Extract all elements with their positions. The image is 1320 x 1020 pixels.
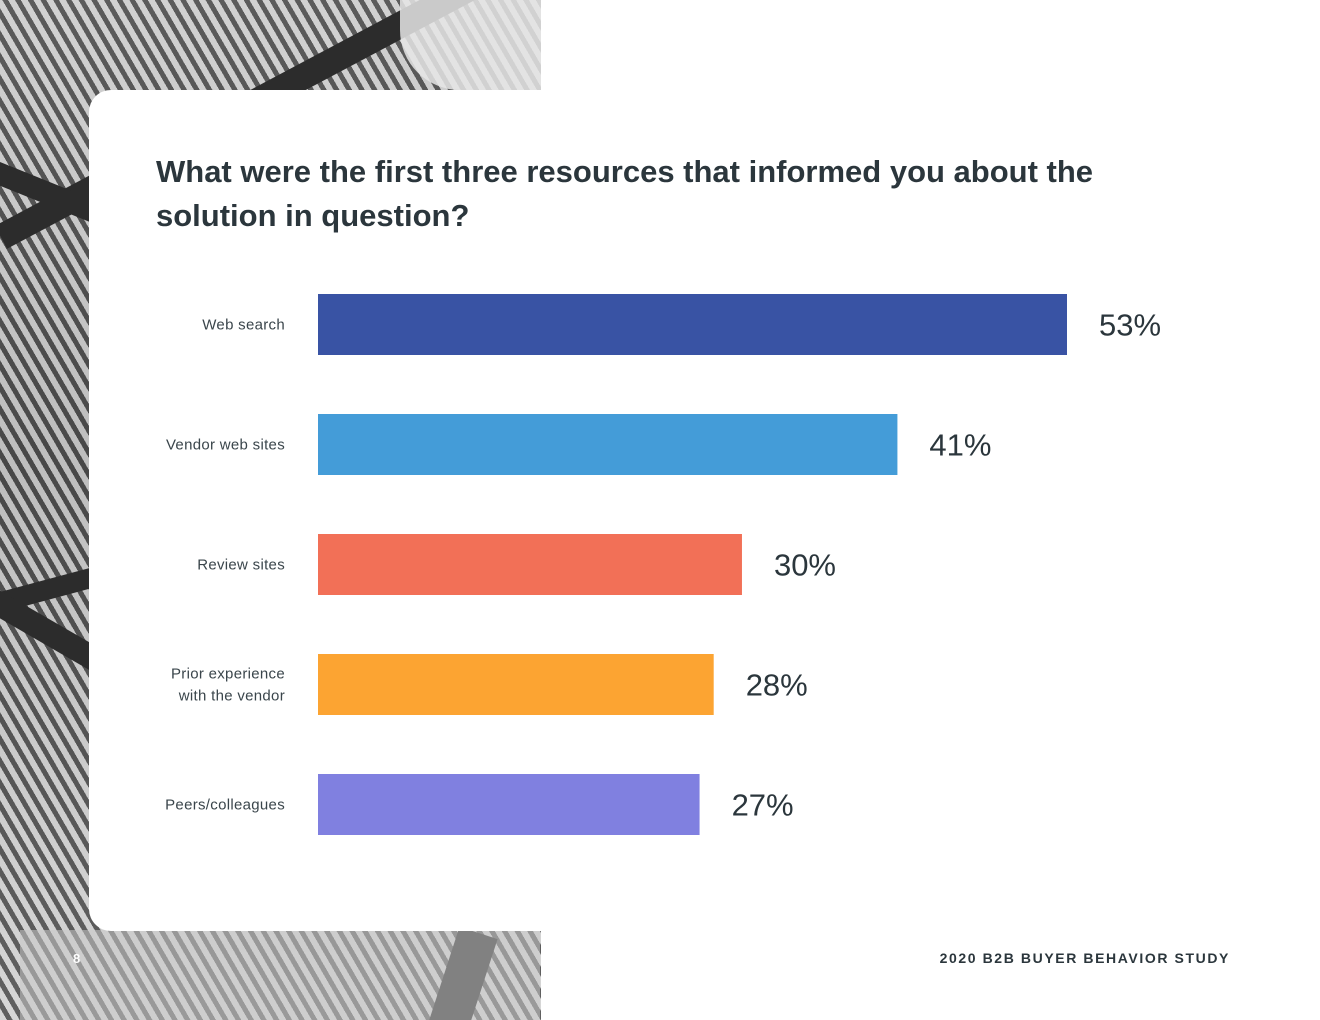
bar-1 — [318, 414, 898, 475]
category-label-3: Prior experience with the vendor — [171, 666, 285, 705]
page-number: 8 — [73, 951, 81, 966]
value-label-3: 28% — [746, 668, 808, 703]
category-label-1: Vendor web sites — [166, 437, 285, 454]
bar-4 — [318, 774, 700, 835]
bar-3 — [318, 654, 714, 715]
bar-0 — [318, 294, 1067, 355]
category-label-0: Web search — [202, 317, 285, 334]
value-label-0: 53% — [1099, 308, 1161, 343]
bar-2 — [318, 534, 742, 595]
value-label-2: 30% — [774, 548, 836, 583]
chart-question-title: What were the first three resources that… — [156, 154, 1094, 233]
category-label-2: Review sites — [197, 557, 285, 574]
report-title: 2020 B2B BUYER BEHAVIOR STUDY — [939, 950, 1230, 966]
content-card — [89, 90, 1320, 931]
value-label-1: 41% — [929, 428, 991, 463]
value-label-4: 27% — [732, 788, 794, 823]
category-label-4: Peers/colleagues — [165, 797, 285, 814]
